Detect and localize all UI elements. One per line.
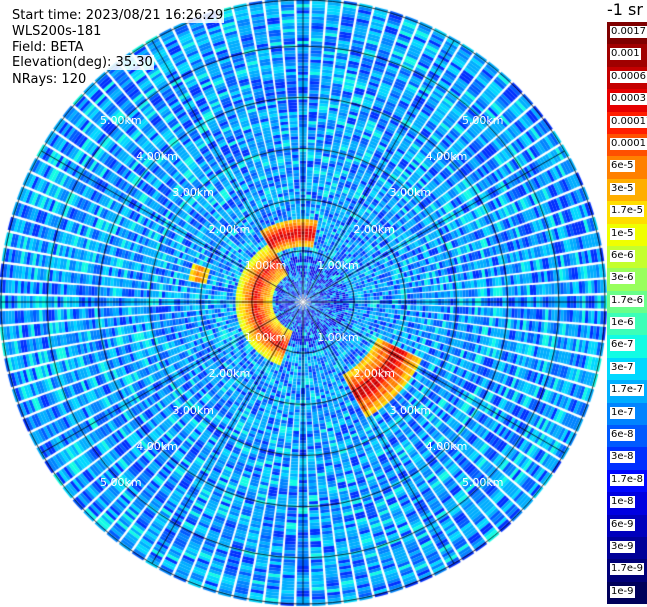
colorbar-level: 1.7e-5 bbox=[607, 201, 647, 224]
colorbar-tick-label: 0.00017 bbox=[610, 115, 647, 128]
colorbar-level: 0.0003 bbox=[607, 89, 647, 112]
range-ring-label: 3.00km bbox=[389, 403, 432, 417]
instrument-label: WLS200s-181 bbox=[11, 24, 103, 39]
range-ring-label: 1.00km bbox=[317, 331, 359, 345]
colorbar-level: 6e-7 bbox=[607, 335, 647, 358]
colorbar-level: 3e-8 bbox=[607, 447, 647, 470]
colorbar-tick-label: 6e-5 bbox=[610, 160, 635, 173]
colorbar-tick-label: 1e-6 bbox=[610, 317, 635, 330]
elevation-label: Elevation(deg): 35.30 bbox=[11, 55, 154, 70]
colorbar-tick-label: 1e-7 bbox=[610, 406, 635, 419]
colorbar-level: 0.00017 bbox=[607, 111, 647, 134]
colorbar: 0.0017 0.001 0.0006 0.0003 0.00017 0.0001 6e-5… bbox=[607, 22, 647, 605]
start-time-label: Start time: 2023/08/21 16:26:29 bbox=[11, 8, 225, 23]
colorbar-level: 1e-7 bbox=[607, 402, 647, 426]
range-ring-label: 3.00km bbox=[389, 186, 432, 200]
range-ring-label: 4.00km bbox=[425, 150, 468, 164]
colorbar-tick-label: 0.0006 bbox=[610, 70, 647, 83]
colorbar-tick-label: 1.7e-6 bbox=[610, 294, 645, 307]
colorbar-tick-label: 0.0017 bbox=[610, 26, 647, 38]
colorbar-tick-label: 1.7e-8 bbox=[610, 473, 645, 486]
range-ring-label: 4.00km bbox=[136, 150, 178, 164]
colorbar-tick-label: 3e-5 bbox=[610, 182, 635, 195]
colorbar-tick-label: 0.0001 bbox=[610, 137, 647, 150]
colorbar-level: 0.0017 bbox=[607, 22, 647, 45]
nrays-label: NRays: 120 bbox=[11, 72, 88, 87]
range-ring-label: 5.00km bbox=[461, 475, 504, 489]
colorbar-tick-label: 1e-8 bbox=[610, 496, 635, 509]
colorbar-level: 6e-5 bbox=[607, 156, 647, 179]
range-ring-label: 4.00km bbox=[425, 439, 468, 453]
range-ring-label: 3.00km bbox=[172, 186, 214, 200]
colorbar-tick-label: 3e-8 bbox=[610, 451, 635, 464]
colorbar-tick-label: 6e-7 bbox=[610, 339, 635, 352]
range-ring-label: 3.00km bbox=[172, 403, 214, 417]
colorbar-level: 1.7e-6 bbox=[607, 290, 647, 314]
colorbar-level: 1e-6 bbox=[607, 313, 647, 336]
colorbar-tick-label: 1e-5 bbox=[610, 227, 635, 240]
range-ring-label: 5.00km bbox=[100, 475, 142, 489]
colorbar-level: 1.7e-9 bbox=[607, 559, 647, 582]
range-ring-label: 1.00km bbox=[244, 258, 287, 272]
colorbar-level: 3e-9 bbox=[607, 536, 647, 560]
colorbar-level: 1e-9 bbox=[607, 581, 647, 605]
colorbar-tick-label: 6e-8 bbox=[610, 429, 635, 442]
colorbar-tick-label: 3e-9 bbox=[610, 540, 635, 553]
range-ring-label: 2.00km bbox=[208, 222, 251, 236]
colorbar-level: 6e-9 bbox=[607, 514, 647, 537]
range-ring-label: 1.00km bbox=[317, 258, 359, 272]
colorbar-tick-label: 1e-9 bbox=[610, 585, 635, 598]
range-ring-label: 2.00km bbox=[208, 367, 251, 381]
colorbar-level: 0.0006 bbox=[607, 66, 647, 90]
colorbar-level: 3e-5 bbox=[607, 178, 647, 202]
colorbar-tick-label: 1.7e-7 bbox=[610, 384, 645, 397]
colorbar-level: 0.0001 bbox=[607, 133, 647, 157]
colorbar-level: 1e-5 bbox=[607, 223, 647, 246]
colorbar-tick-label: 3e-7 bbox=[610, 361, 635, 374]
colorbar-level: 6e-6 bbox=[607, 245, 647, 269]
range-ring-label: 2.00km bbox=[353, 222, 395, 236]
colorbar-level: 1.7e-8 bbox=[607, 469, 647, 493]
colorbar-level: 3e-6 bbox=[607, 268, 647, 291]
range-ring-label: 1.00km bbox=[244, 331, 287, 345]
range-ring-label: 4.00km bbox=[136, 439, 178, 453]
range-ring-label: 2.00km bbox=[353, 367, 395, 381]
colorbar-tick-label: 6e-9 bbox=[610, 518, 635, 531]
colorbar-tick-label: 1.7e-9 bbox=[610, 563, 645, 576]
colorbar-tick-label: 6e-6 bbox=[610, 249, 635, 262]
colorbar-level: 6e-8 bbox=[607, 425, 647, 448]
colorbar-level: 1e-8 bbox=[607, 492, 647, 515]
colorbar-tick-label: 0.0003 bbox=[610, 93, 647, 106]
colorbar-level: 0.001 bbox=[607, 44, 647, 67]
colorbar-level: 1.7e-7 bbox=[607, 380, 647, 403]
colorbar-tick-label: 0.001 bbox=[610, 48, 641, 61]
colorbar-tick-label: 1.7e-5 bbox=[610, 205, 645, 218]
field-label: Field: BETA bbox=[11, 40, 85, 55]
range-ring-label: 5.00km bbox=[100, 114, 142, 128]
colorbar-unit-label: -1 sr bbox=[607, 0, 643, 19]
colorbar-tick-label: 3e-6 bbox=[610, 272, 635, 285]
colorbar-level: 3e-7 bbox=[607, 357, 647, 381]
range-ring-label: 5.00km bbox=[461, 114, 504, 128]
